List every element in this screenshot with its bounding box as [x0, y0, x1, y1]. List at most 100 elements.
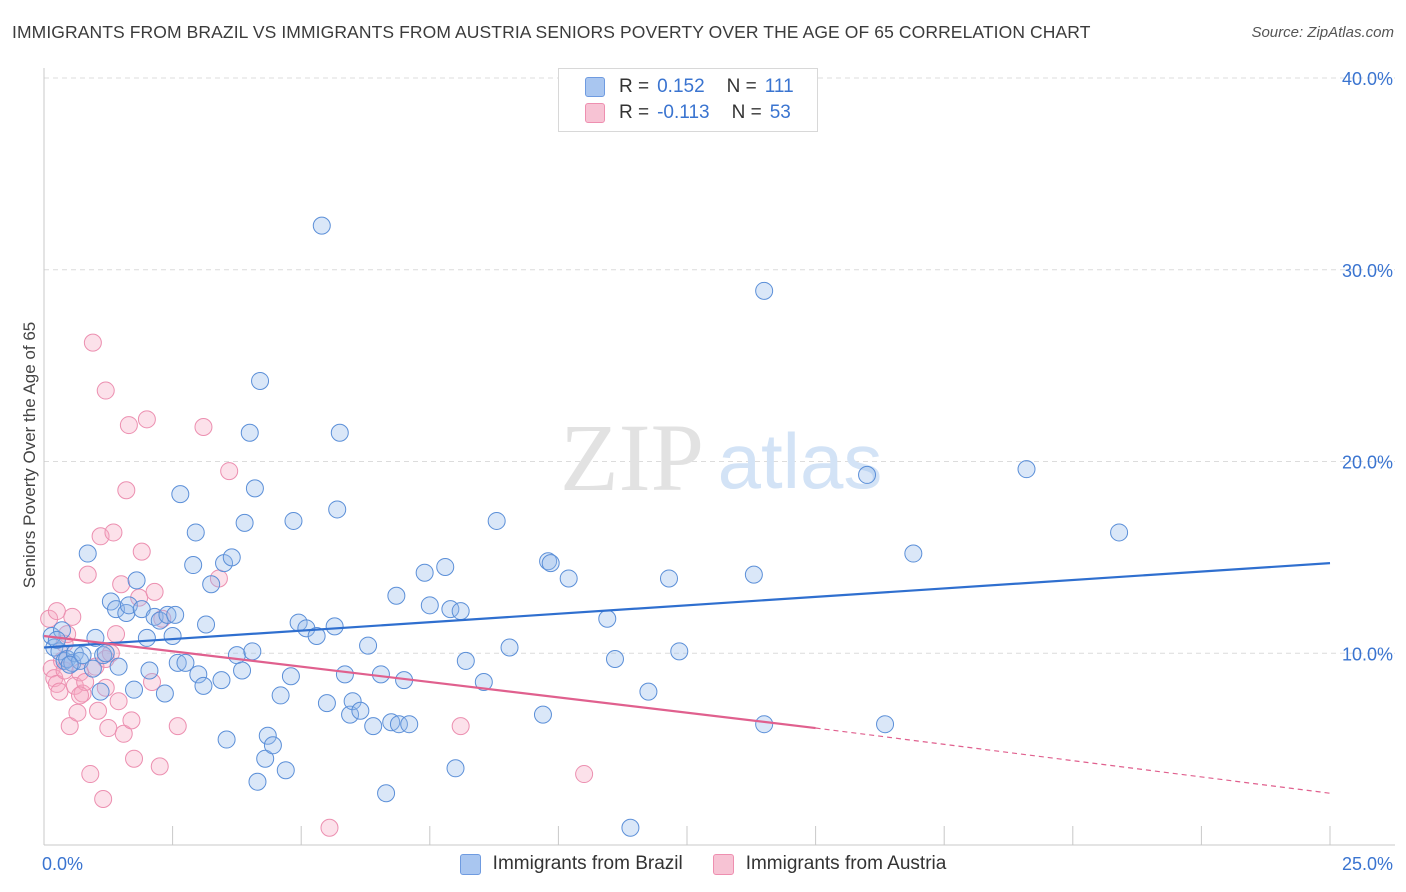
legend-r-value: -0.113	[657, 102, 710, 123]
brazil-point	[343, 692, 362, 711]
austria-point	[119, 416, 138, 435]
brazil-point	[251, 371, 270, 390]
austria-point	[60, 717, 79, 736]
austria-point	[143, 673, 162, 692]
austria-point	[125, 749, 144, 768]
austria-point	[50, 682, 69, 701]
austria-point	[130, 588, 149, 607]
brazil-point	[94, 646, 113, 665]
austria-point	[137, 410, 156, 429]
brazil-point	[359, 636, 378, 655]
austria-point	[132, 542, 151, 561]
brazil-point	[312, 216, 331, 235]
brazil-point	[243, 642, 262, 661]
watermark: ZIP atlas	[560, 404, 882, 511]
austria-point	[194, 417, 213, 436]
series-legend: Immigrants from Brazil Immigrants from A…	[0, 852, 1406, 876]
austria-point	[63, 607, 82, 626]
brazil-point	[341, 705, 360, 724]
brazil-point	[171, 485, 190, 504]
series-label-austria: Immigrants from Austria	[745, 853, 947, 874]
brazil-point	[125, 680, 144, 699]
series-swatch-austria	[712, 853, 734, 875]
austria-point	[81, 765, 100, 784]
austria-point	[65, 676, 84, 695]
brazil-point	[176, 653, 195, 672]
austria-point	[117, 481, 136, 500]
watermark-atlas: atlas	[718, 417, 883, 505]
y-tick-label: 30.0%	[1342, 261, 1393, 281]
brazil-point	[233, 661, 252, 680]
austria-point	[78, 565, 97, 584]
brazil-point	[281, 667, 300, 686]
brazil-point	[140, 661, 159, 680]
austria-point	[71, 686, 90, 705]
brazil-point	[276, 761, 295, 780]
brazil-point	[109, 657, 128, 676]
austria-point	[96, 381, 115, 400]
brazil-point	[245, 479, 264, 498]
brazil-point	[163, 626, 182, 645]
brazil-point	[364, 717, 383, 736]
austria-point	[320, 818, 339, 837]
legend-row-austria: R = -0.113 N = 53	[585, 101, 791, 125]
brazil-point	[670, 642, 689, 661]
brazil-point	[271, 686, 290, 705]
brazil-point	[47, 630, 66, 649]
austria-point	[76, 673, 95, 692]
austria-point	[83, 333, 102, 352]
tick-labels: 10.0% 20.0% 30.0% 40.0% 0.0% 25.0%	[42, 69, 1393, 874]
brazil-point	[858, 465, 877, 484]
brazil-point	[284, 511, 303, 530]
austria-point	[112, 575, 131, 594]
brazil-point	[621, 818, 640, 837]
austria-trend-extension	[815, 727, 1331, 794]
brazil-point	[904, 544, 923, 563]
brazil-points	[42, 216, 1129, 837]
austria-point	[114, 724, 133, 743]
legend-swatch-brazil	[585, 77, 605, 97]
brazil-point	[194, 676, 213, 695]
brazil-point	[328, 500, 347, 519]
brazil-point	[168, 653, 187, 672]
brazil-point	[60, 655, 79, 674]
brazil-point	[387, 586, 406, 605]
legend-swatch-austria	[585, 103, 605, 123]
brazil-point	[240, 423, 259, 442]
austria-point	[168, 717, 187, 736]
brazil-point	[222, 548, 241, 567]
brazil-point	[212, 671, 231, 690]
legend-n-value: 53	[769, 102, 791, 123]
brazil-point	[744, 565, 763, 584]
austria-point	[150, 757, 169, 776]
brazil-point	[500, 638, 519, 657]
legend-r-value: 0.152	[657, 76, 705, 97]
axes	[43, 68, 1395, 846]
austria-point	[451, 717, 470, 736]
brazil-point	[197, 615, 216, 634]
austria-point	[89, 701, 108, 720]
series-legend-austria[interactable]: Immigrants from Austria	[712, 853, 947, 875]
brazil-point	[389, 715, 408, 734]
brazil-point	[235, 513, 254, 532]
brazil-point	[325, 617, 344, 636]
series-label-brazil: Immigrants from Brazil	[492, 853, 683, 874]
trend-lines	[43, 562, 1331, 794]
brazil-point	[78, 544, 97, 563]
austria-point	[145, 582, 164, 601]
brazil-point	[487, 511, 506, 530]
y-tick-label: 10.0%	[1342, 644, 1393, 664]
brazil-point	[256, 749, 275, 768]
brazil-point	[659, 569, 678, 588]
austria-point	[107, 625, 126, 644]
brazil-point	[263, 736, 282, 755]
brazil-point	[755, 281, 774, 300]
brazil-point	[83, 659, 102, 678]
brazil-point	[400, 715, 419, 734]
austria-point	[73, 684, 92, 703]
source-label: Source: ZipAtlas.com	[1251, 24, 1394, 41]
legend-r-label: R =	[619, 76, 650, 97]
series-legend-brazil[interactable]: Immigrants from Brazil	[459, 853, 683, 875]
brazil-point	[474, 673, 493, 692]
